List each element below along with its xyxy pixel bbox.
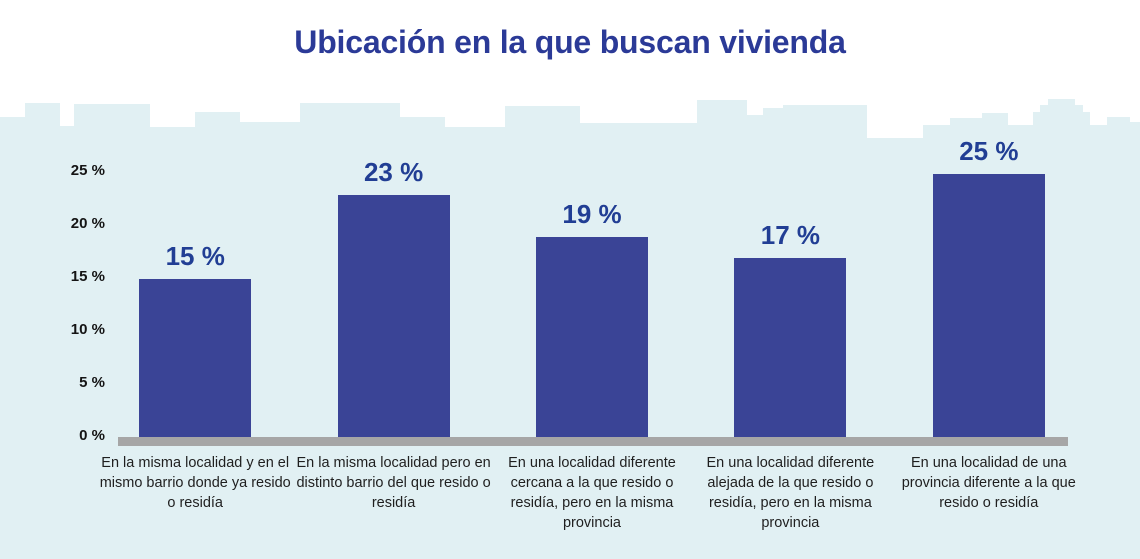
y-axis-tick-25: 25 % (70, 162, 105, 179)
page-title: Ubicación en la que buscan vivienda (294, 24, 846, 60)
y-axis-tick-15: 15 % (70, 268, 105, 285)
bar (337, 195, 450, 437)
bar (932, 174, 1045, 437)
bar-group: 15 % (96, 241, 294, 437)
y-axis-tick-10: 10 % (70, 321, 105, 338)
bar-value-label: 19 % (562, 199, 622, 229)
bar (734, 258, 847, 437)
plot-area: 15 % 23 % 19 % 17 % 25 % (96, 130, 1088, 437)
bar (536, 237, 649, 437)
category-label: En una localidad de una provincia difere… (901, 455, 1076, 511)
bar-value-label: 25 % (959, 136, 1019, 166)
bar-group: 17 % (691, 220, 889, 437)
bar-value-label: 15 % (165, 241, 225, 271)
y-axis-tick-0: 0 % (79, 427, 105, 444)
category-label: En una localidad diferente cercana a la … (508, 455, 676, 531)
category-label: En la misma localidad pero en distinto b… (296, 455, 491, 511)
y-axis-tick-5: 5 % (79, 374, 105, 391)
bar-group: 25 % (890, 136, 1088, 437)
category-axis: En la misma localidad y en el mismo barr… (96, 453, 1088, 533)
bar-value-label: 17 % (760, 220, 821, 250)
category-label: En una localidad diferente alejada de la… (706, 455, 875, 531)
category-label: En la misma localidad y en el mismo barr… (99, 455, 291, 511)
bar-group: 23 % (294, 157, 492, 437)
bar-group: 19 % (493, 199, 691, 437)
x-axis-baseline (118, 437, 1068, 446)
bar (139, 279, 252, 437)
y-axis-tick-20: 20 % (70, 215, 105, 232)
bar-value-label: 23 % (363, 157, 424, 187)
